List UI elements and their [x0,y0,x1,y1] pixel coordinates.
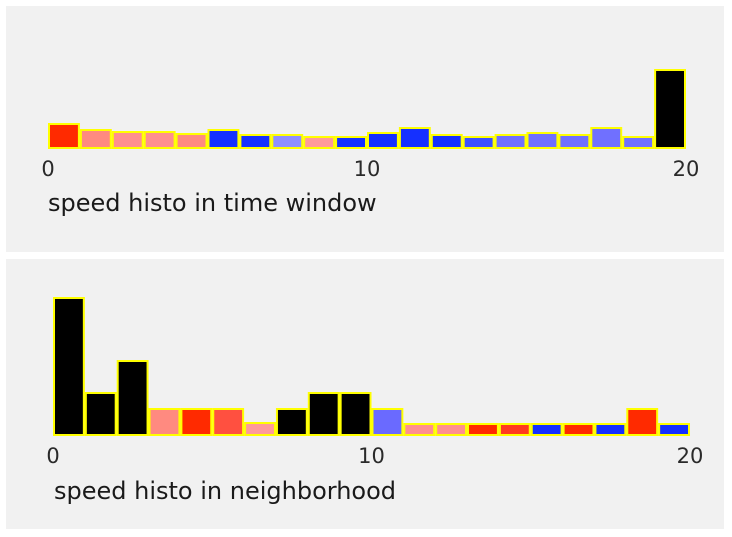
histogram-bar-19 [654,69,686,149]
neighborhood-histogram: 0 10 20 [46,297,704,468]
histogram-bar-12 [430,134,463,149]
histogram-bar-1 [79,129,112,149]
histogram-bar-15 [530,423,563,436]
chart-title: speed histo in neighborhood [54,477,397,505]
histogram-bar-13 [462,136,495,149]
histogram-panel-neighborhood: 0 10 20 speed histo in neighborhood [6,259,724,529]
histogram-bar-13 [467,423,499,436]
histogram-bar-4 [180,408,213,436]
histogram-bar-15 [526,132,559,149]
histogram-bar-3 [148,408,181,436]
histogram-bar-19 [658,423,691,436]
x-tick-label: 0 [46,444,59,468]
histogram-bar-2 [111,131,144,149]
x-tick-label: 20 [673,157,700,181]
histogram-bar-14 [494,134,527,149]
histogram-bar-4 [175,133,208,149]
histogram-bar-10 [367,132,399,149]
histogram-bar-7 [275,408,308,436]
histogram-bar-0 [53,297,85,436]
histogram-bar-16 [558,134,591,149]
histogram-bar-7 [271,134,304,149]
histogram-bar-5 [212,408,245,436]
histogram-bar-6 [239,134,272,149]
x-tick-label: 20 [677,444,704,468]
histogram-bar-17 [594,423,627,436]
histogram-bar-8 [307,392,340,436]
histogram-bar-16 [562,423,595,436]
histogram-bar-3 [143,131,176,149]
histogram-bar-17 [590,127,623,149]
x-tick-label: 10 [358,444,385,468]
histogram-bar-2 [116,360,149,436]
x-tick-label: 0 [41,157,54,181]
histogram-bar-18 [622,136,655,149]
histogram-bar-9 [335,136,368,149]
histogram-bar-6 [244,422,276,436]
x-tick-label: 10 [354,157,381,181]
histogram-bar-10 [371,408,404,436]
histogram-bar-14 [498,423,531,436]
histogram-bar-11 [398,127,431,149]
histogram-bar-0 [48,123,80,149]
histogram-bar-11 [403,423,436,436]
histogram-panel-time-window: 0 10 20 speed histo in time window [6,6,724,252]
histogram-bar-1 [84,392,117,436]
histogram-bar-5 [207,129,240,149]
chart-title: speed histo in time window [48,189,377,217]
histogram-bar-8 [303,136,336,149]
time-window-histogram: 0 10 20 [41,69,700,181]
histogram-bar-12 [435,423,468,436]
histogram-bar-18 [626,408,659,436]
histogram-bar-9 [339,392,372,436]
